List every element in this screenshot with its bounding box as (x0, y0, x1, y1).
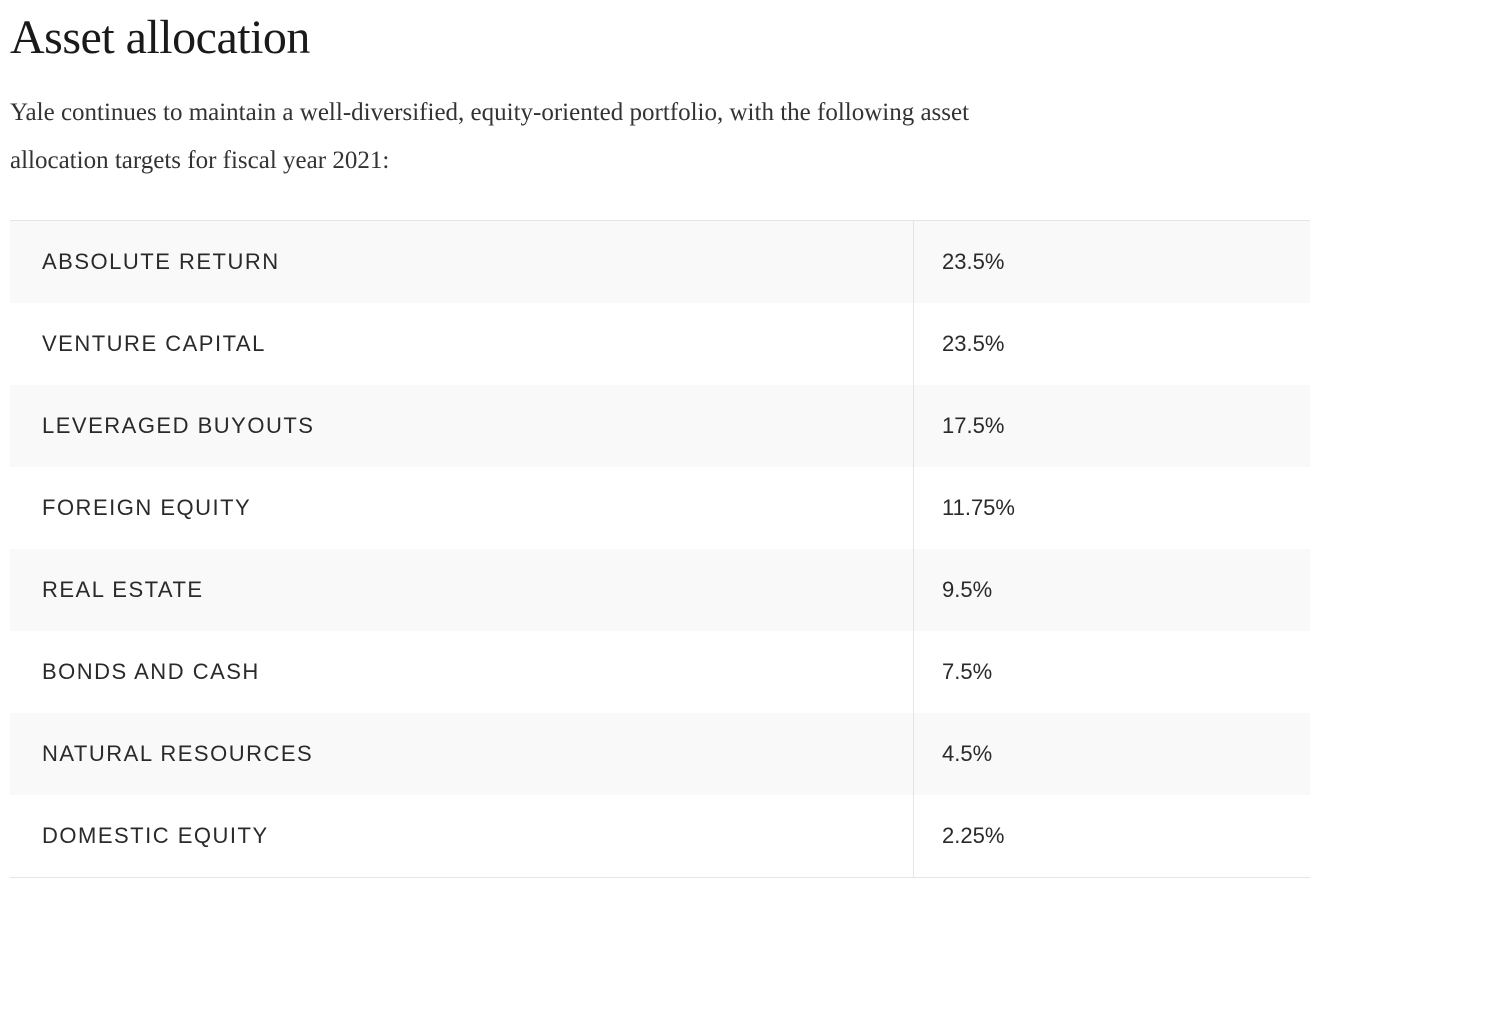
intro-paragraph: Yale continues to maintain a well-divers… (10, 89, 1070, 184)
table-row: Absolute return 23.5% (10, 221, 1310, 304)
table-row: Foreign equity 11.75% (10, 467, 1310, 549)
allocation-category: Leveraged buyouts (10, 385, 914, 467)
table-row: Domestic equity 2.25% (10, 795, 1310, 878)
allocation-category: Domestic equity (10, 795, 914, 878)
allocation-category: Real estate (10, 549, 914, 631)
allocation-value: 17.5% (914, 385, 1311, 467)
section-heading: Asset allocation (10, 10, 1310, 65)
allocation-value: 2.25% (914, 795, 1311, 878)
allocation-table: Absolute return 23.5% Venture capital 23… (10, 220, 1310, 878)
allocation-table-body: Absolute return 23.5% Venture capital 23… (10, 221, 1310, 878)
allocation-category: Bonds and cash (10, 631, 914, 713)
allocation-category: Absolute return (10, 221, 914, 304)
allocation-value: 9.5% (914, 549, 1311, 631)
allocation-value: 23.5% (914, 303, 1311, 385)
asset-allocation-section: Asset allocation Yale continues to maint… (10, 10, 1310, 878)
allocation-category: Foreign equity (10, 467, 914, 549)
allocation-value: 23.5% (914, 221, 1311, 304)
table-row: Venture capital 23.5% (10, 303, 1310, 385)
table-row: Leveraged buyouts 17.5% (10, 385, 1310, 467)
table-row: Bonds and cash 7.5% (10, 631, 1310, 713)
allocation-value: 11.75% (914, 467, 1311, 549)
allocation-category: Natural resources (10, 713, 914, 795)
table-row: Natural resources 4.5% (10, 713, 1310, 795)
allocation-category: Venture capital (10, 303, 914, 385)
allocation-value: 4.5% (914, 713, 1311, 795)
table-row: Real estate 9.5% (10, 549, 1310, 631)
allocation-value: 7.5% (914, 631, 1311, 713)
